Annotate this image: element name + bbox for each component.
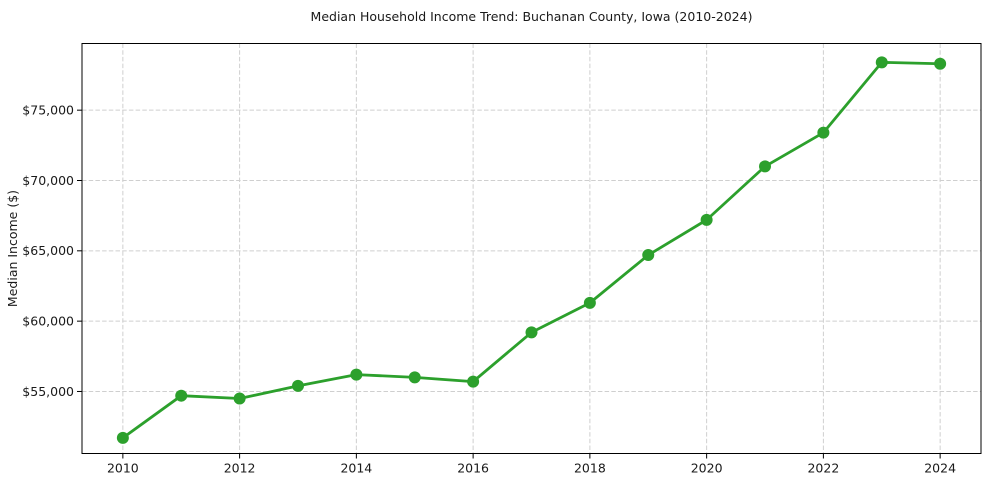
x-tick-label: 2022: [807, 461, 839, 476]
data-point-2013: [291, 379, 304, 392]
data-point-2011: [175, 389, 188, 402]
x-tick-label: 2010: [107, 461, 139, 476]
x-tick-label: 2014: [340, 461, 372, 476]
y-tick-label: $75,000: [22, 102, 74, 117]
chart-title: Median Household Income Trend: Buchanan …: [310, 9, 753, 24]
x-tick-label: 2020: [691, 461, 723, 476]
x-tick-label: 2016: [457, 461, 489, 476]
data-point-2018: [583, 296, 596, 309]
data-point-2017: [525, 326, 538, 339]
plot-border: [81, 43, 982, 454]
x-tick-label: 2012: [224, 461, 256, 476]
data-point-2022: [817, 126, 830, 139]
data-point-2014: [350, 368, 363, 381]
y-tick-label: $65,000: [22, 243, 74, 258]
data-point-2019: [642, 249, 655, 262]
data-point-2015: [408, 371, 421, 384]
data-point-2024: [934, 57, 947, 70]
x-tick-label: 2024: [924, 461, 956, 476]
data-point-2012: [233, 392, 246, 405]
x-tick-label: 2018: [574, 461, 606, 476]
trend-line: [121, 60, 942, 440]
y-tick-label: $55,000: [22, 384, 74, 399]
y-axis-label: Median Income ($): [5, 190, 20, 307]
data-point-2023: [875, 56, 888, 69]
data-point-2020: [700, 213, 713, 226]
y-tick-label: $60,000: [22, 313, 74, 328]
data-point-2010: [116, 431, 129, 444]
y-tick-label: $70,000: [22, 173, 74, 188]
data-point-2016: [467, 375, 480, 388]
data-point-2021: [759, 160, 772, 173]
